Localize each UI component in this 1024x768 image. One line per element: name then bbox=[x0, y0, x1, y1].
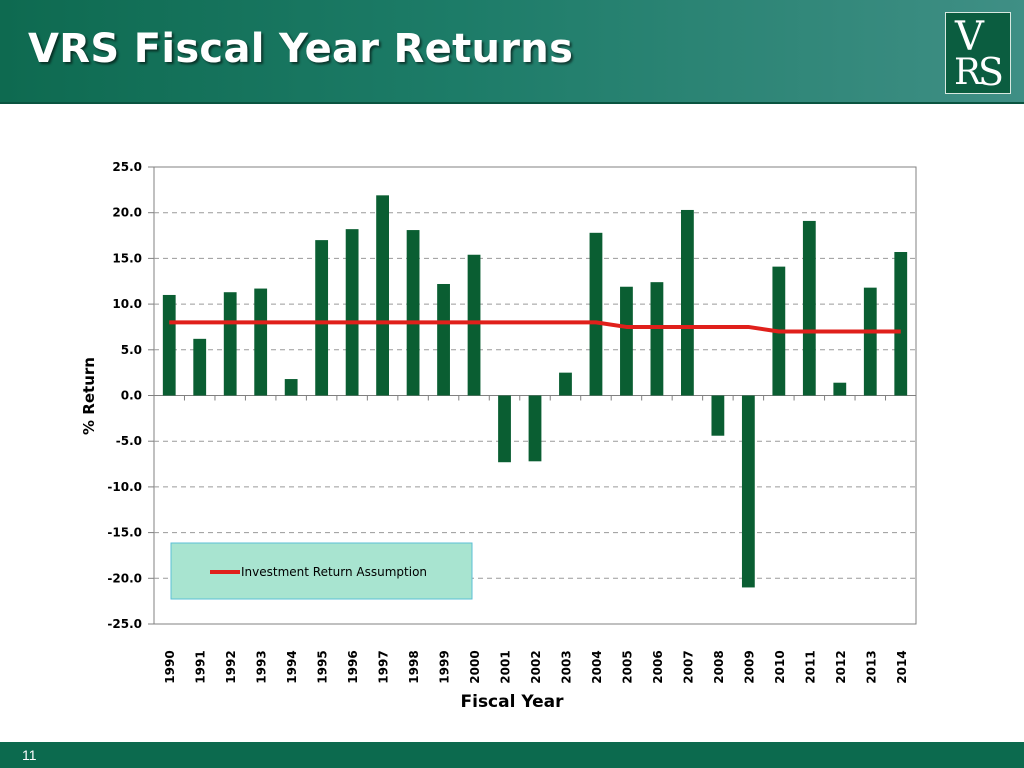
bar-2005 bbox=[620, 286, 633, 396]
x-tick-label-1993: 1993 bbox=[255, 650, 269, 683]
x-tick-label-2002: 2002 bbox=[529, 650, 543, 683]
x-tick-label-2001: 2001 bbox=[499, 650, 513, 683]
bar-1994 bbox=[284, 379, 298, 396]
y-axis-title: % Return bbox=[80, 357, 98, 435]
x-tick-label-1999: 1999 bbox=[438, 650, 452, 683]
bar-2003 bbox=[559, 372, 572, 396]
x-tick-label-2014: 2014 bbox=[895, 650, 909, 683]
bar-1996 bbox=[345, 229, 359, 396]
bar-2004 bbox=[589, 232, 603, 396]
bar-1998 bbox=[406, 230, 420, 396]
x-tick-label-2009: 2009 bbox=[742, 650, 756, 683]
bar-1993 bbox=[254, 288, 268, 396]
bar-1992 bbox=[223, 292, 237, 396]
bar-2000 bbox=[467, 254, 481, 396]
logo-letter-v: V bbox=[955, 14, 984, 60]
bar-2006 bbox=[650, 282, 664, 396]
x-tick-label-2004: 2004 bbox=[590, 650, 604, 683]
bar-1995 bbox=[315, 240, 329, 396]
y-tick-label: 15.0 bbox=[112, 251, 142, 265]
x-tick-label-1990: 1990 bbox=[163, 650, 177, 683]
y-tick-label: -10.0 bbox=[107, 480, 142, 494]
x-tick-label-1994: 1994 bbox=[285, 650, 299, 683]
bar-2002 bbox=[528, 395, 542, 462]
x-tick-label-2000: 2000 bbox=[468, 650, 482, 683]
y-tick-label: 25.0 bbox=[112, 160, 142, 174]
page-number: 11 bbox=[22, 747, 37, 763]
x-axis-title: Fiscal Year bbox=[461, 692, 565, 712]
x-tick-label-2003: 2003 bbox=[559, 650, 573, 683]
slide-footer: 11 bbox=[0, 742, 1024, 768]
bar-2007 bbox=[680, 209, 694, 396]
logo-letter-s: S bbox=[978, 50, 1005, 94]
bar-2012 bbox=[833, 382, 847, 396]
y-tick-label: -15.0 bbox=[107, 526, 142, 540]
y-tick-label: 10.0 bbox=[112, 297, 142, 311]
legend-label: Investment Return Assumption bbox=[241, 565, 427, 579]
x-tick-label-1992: 1992 bbox=[224, 650, 238, 683]
y-tick-label: -20.0 bbox=[107, 571, 142, 585]
x-tick-label-1995: 1995 bbox=[316, 650, 330, 683]
bar-2008 bbox=[711, 395, 725, 436]
bar-2013 bbox=[863, 287, 877, 396]
bar-1991 bbox=[193, 338, 207, 396]
logo-letter-r: R bbox=[954, 52, 982, 93]
y-tick-label: -5.0 bbox=[116, 434, 142, 448]
x-tick-label-2007: 2007 bbox=[681, 650, 695, 683]
slide-header: VRS Fiscal Year Returns V R S bbox=[0, 0, 1024, 104]
returns-chart: 25.0 20.0 15.0 10.0 5.0 0.0 -5.0 -10.0 -15.0 -20.… bbox=[80, 160, 917, 712]
slide-title: VRS Fiscal Year Returns bbox=[28, 26, 574, 72]
x-tick-label-1998: 1998 bbox=[407, 650, 421, 683]
x-tick-label-1996: 1996 bbox=[346, 650, 360, 683]
bar-2001 bbox=[498, 395, 511, 463]
chart-area: 25.0 20.0 15.0 10.0 5.0 0.0 -5.0 -10.0 -15.0 -20.… bbox=[0, 102, 1024, 742]
bar-1997 bbox=[376, 195, 390, 396]
y-tick-label: 20.0 bbox=[112, 206, 142, 220]
x-tick-label-2010: 2010 bbox=[773, 650, 787, 683]
bar-1990 bbox=[162, 294, 176, 396]
investment-return-assumption-line bbox=[169, 320, 901, 334]
x-tick-label-2011: 2011 bbox=[803, 650, 817, 683]
x-tick-label-2012: 2012 bbox=[834, 650, 848, 683]
x-tick-label-1997: 1997 bbox=[377, 650, 391, 683]
x-tick-label-2005: 2005 bbox=[620, 650, 634, 683]
y-tick-label: 0.0 bbox=[121, 389, 142, 403]
x-tick-label-2013: 2013 bbox=[864, 650, 878, 683]
bar-2011 bbox=[802, 220, 816, 396]
bar-1999 bbox=[437, 283, 450, 396]
y-tick-label: 5.0 bbox=[121, 343, 142, 357]
x-tick-label-1991: 1991 bbox=[194, 650, 208, 683]
bar-2009 bbox=[741, 395, 755, 588]
x-tick-label-2006: 2006 bbox=[651, 650, 665, 683]
x-tick-label-2008: 2008 bbox=[712, 650, 726, 683]
y-tick-label: -25.0 bbox=[107, 617, 142, 631]
vrs-logo: V R S bbox=[945, 12, 1011, 94]
bar-2014 bbox=[894, 252, 908, 396]
